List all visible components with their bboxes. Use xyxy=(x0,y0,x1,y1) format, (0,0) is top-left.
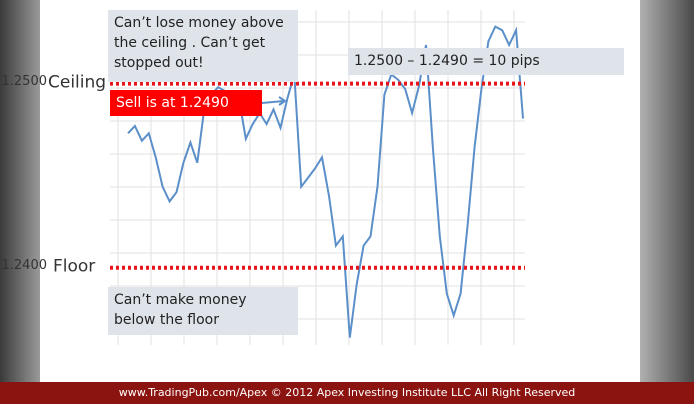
sell-note-box xyxy=(110,90,262,116)
pips-note: 1.2500 – 1.2490 = 10 pips xyxy=(354,53,540,69)
level-label: Floor xyxy=(53,257,95,277)
ceiling-note-box xyxy=(108,10,298,82)
ceiling-note: Can’t lose money above xyxy=(114,15,284,31)
floor-note: below the floor xyxy=(114,312,219,328)
floor-note: Can’t make money xyxy=(114,292,246,308)
y-tick-label: 1.2400 xyxy=(2,258,48,273)
sell-note: Sell is at 1.2490 xyxy=(116,95,229,111)
footer-text: www.TradingPub.com/Apex © 2012 Apex Inve… xyxy=(119,386,576,399)
arrow xyxy=(261,96,287,106)
ceiling-note: stopped out! xyxy=(114,55,204,71)
price-line xyxy=(127,25,524,338)
pips-note-box xyxy=(348,48,624,75)
floor-note-box xyxy=(108,287,298,335)
right-edge xyxy=(640,0,694,382)
footer-bar xyxy=(0,382,694,404)
y-tick-label: 1.2500 xyxy=(2,74,48,89)
left-edge xyxy=(0,0,40,382)
ceiling-note: the ceiling . Can’t get xyxy=(114,35,266,51)
level-label: Ceiling xyxy=(48,73,106,93)
